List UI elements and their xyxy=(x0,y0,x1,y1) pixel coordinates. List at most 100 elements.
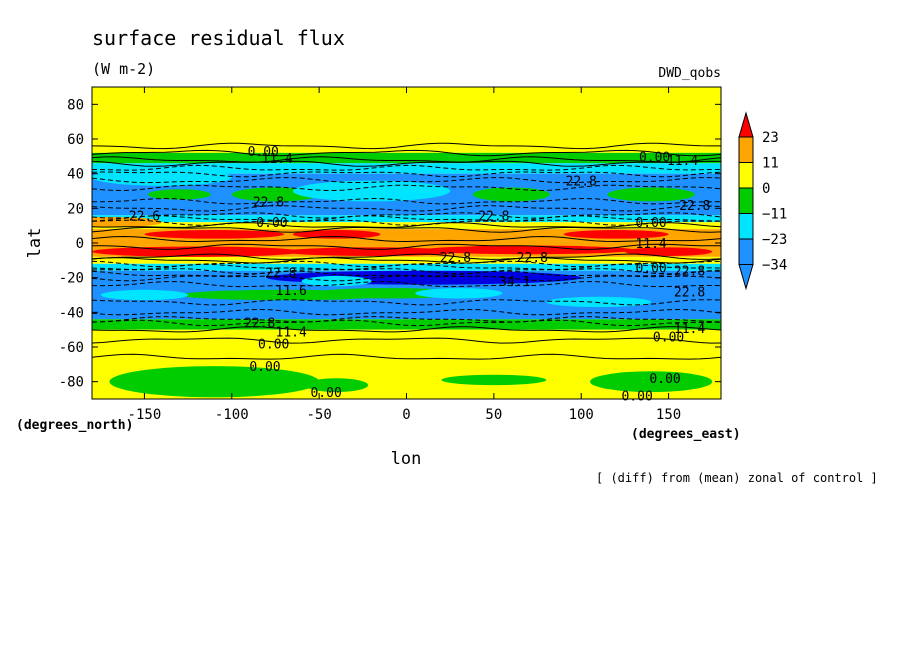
contour-label: 22.8 xyxy=(478,209,509,224)
field-patch-20 xyxy=(546,296,652,308)
contour-label: 0.00 xyxy=(258,338,289,353)
colorbar-swatch xyxy=(738,213,754,240)
contour-line-30 xyxy=(92,337,721,344)
colorbar-swatch xyxy=(738,187,754,214)
x-axis-label: lon xyxy=(391,449,422,469)
contour-label: 0.00 xyxy=(639,150,670,165)
contour-line-9 xyxy=(92,205,721,212)
contour-label: 11.6 xyxy=(276,284,307,299)
contour-line-8 xyxy=(92,197,721,205)
zonal-band-7 xyxy=(92,239,721,247)
field-patch-2 xyxy=(292,230,381,239)
contour-line-25 xyxy=(92,299,721,306)
colorbar-label: 11 xyxy=(762,156,779,172)
contour-label: 22.8 xyxy=(517,251,548,266)
contour-label: 11.4 xyxy=(262,152,293,167)
contour-line-1 xyxy=(92,149,721,157)
plot-area xyxy=(92,87,721,399)
contour-label: 0.00 xyxy=(621,390,652,405)
x-tick-label: 100 xyxy=(569,407,594,423)
x-tick-label: 0 xyxy=(402,407,410,423)
contour-line-29 xyxy=(92,326,721,333)
colorbar-label: −34 xyxy=(762,258,787,274)
y-tick-label: 40 xyxy=(67,167,84,183)
y-tick-label: -40 xyxy=(59,305,84,321)
contour-lines xyxy=(92,142,721,360)
contour-label: 0.00 xyxy=(248,145,279,160)
x-tick-label: -100 xyxy=(215,407,249,423)
y-tick-label: -20 xyxy=(59,271,84,287)
colorbar-swatch xyxy=(738,136,754,163)
contour-line-13 xyxy=(92,222,721,228)
contour-line-14 xyxy=(92,227,721,233)
field-patch-12 xyxy=(607,187,695,202)
colorbar-top-arrow xyxy=(738,111,754,138)
contour-line-31 xyxy=(92,353,721,360)
contour-line-24 xyxy=(92,281,721,288)
contour-label: 0.00 xyxy=(310,386,341,401)
contour-label: 22.8 xyxy=(674,286,705,301)
field-patch-4 xyxy=(563,230,669,239)
field-patch-19 xyxy=(415,288,503,299)
contour-line-11 xyxy=(92,215,721,222)
contour-line-10 xyxy=(92,212,721,219)
contour-line-28 xyxy=(92,319,721,327)
contour-line-0 xyxy=(92,142,721,150)
contour-label: 22.8 xyxy=(679,199,710,214)
y-tick-label: 20 xyxy=(67,201,84,217)
model-label: DWD_qobs xyxy=(658,66,721,81)
footer-note: [ (diff) from (mean) zonal of control ] xyxy=(596,471,878,485)
y-axis-label: lat xyxy=(25,228,45,259)
zonal-band-1 xyxy=(92,152,721,164)
contour-label: 22.6 xyxy=(129,209,160,224)
contour-label: 0.00 xyxy=(653,331,684,346)
contour-label: 0.00 xyxy=(256,216,287,231)
field-patch-5 xyxy=(92,246,302,257)
field-patch-27 xyxy=(249,102,529,124)
zonal-band-10 xyxy=(92,263,721,271)
contour-line-27 xyxy=(92,316,721,323)
x-units-label: (degrees_east) xyxy=(631,427,741,442)
contour-line-12 xyxy=(92,219,721,226)
field-patch-14 xyxy=(92,168,232,186)
colorbar-label: 0 xyxy=(762,181,770,197)
chart-title: surface residual flux xyxy=(92,26,345,50)
contour-label: 22.8 xyxy=(253,195,284,210)
y-tick-label: 0 xyxy=(76,236,84,252)
contour-label: 11.4 xyxy=(276,325,307,340)
y-tick-label: -60 xyxy=(59,340,84,356)
contour-line-21 xyxy=(92,268,721,275)
contour-label: 0.00 xyxy=(635,216,666,231)
field-patch-22 xyxy=(109,366,320,398)
contour-label: 0.00 xyxy=(249,360,280,375)
field-patch-7 xyxy=(423,245,634,255)
colorbar-label: −11 xyxy=(762,207,787,223)
contour-line-20 xyxy=(92,263,721,271)
x-tick-label: -150 xyxy=(128,407,162,423)
contour-label: 34.1 xyxy=(499,275,530,290)
contour-line-17 xyxy=(92,253,721,260)
contour-line-7 xyxy=(92,184,721,192)
colorbar-label: 23 xyxy=(762,130,779,146)
x-tick-label: 50 xyxy=(485,407,502,423)
y-units-label: (degrees_north) xyxy=(16,418,133,433)
contour-label: 22.8 xyxy=(440,251,471,266)
contour-label: 11.4 xyxy=(667,154,698,169)
contour-line-4 xyxy=(92,164,721,171)
field-patch-1 xyxy=(144,230,285,239)
zonal-band-6 xyxy=(92,229,721,240)
x-tick-label: -50 xyxy=(306,407,331,423)
contour-line-23 xyxy=(92,275,721,282)
colorbar: 23 11 0 −11 −23 −34 xyxy=(738,111,787,291)
contour-line-16 xyxy=(92,243,721,250)
color-bands xyxy=(92,87,721,399)
field-patch-23 xyxy=(305,378,369,393)
colorbar-bottom-arrow xyxy=(738,264,754,291)
field-patch-11 xyxy=(472,187,550,202)
contour-label: 0.00 xyxy=(635,261,666,276)
colorbar-label: −23 xyxy=(762,232,787,248)
zonal-band-12 xyxy=(92,319,721,330)
field-patch-3 xyxy=(476,230,547,238)
contour-line-6 xyxy=(92,177,721,184)
